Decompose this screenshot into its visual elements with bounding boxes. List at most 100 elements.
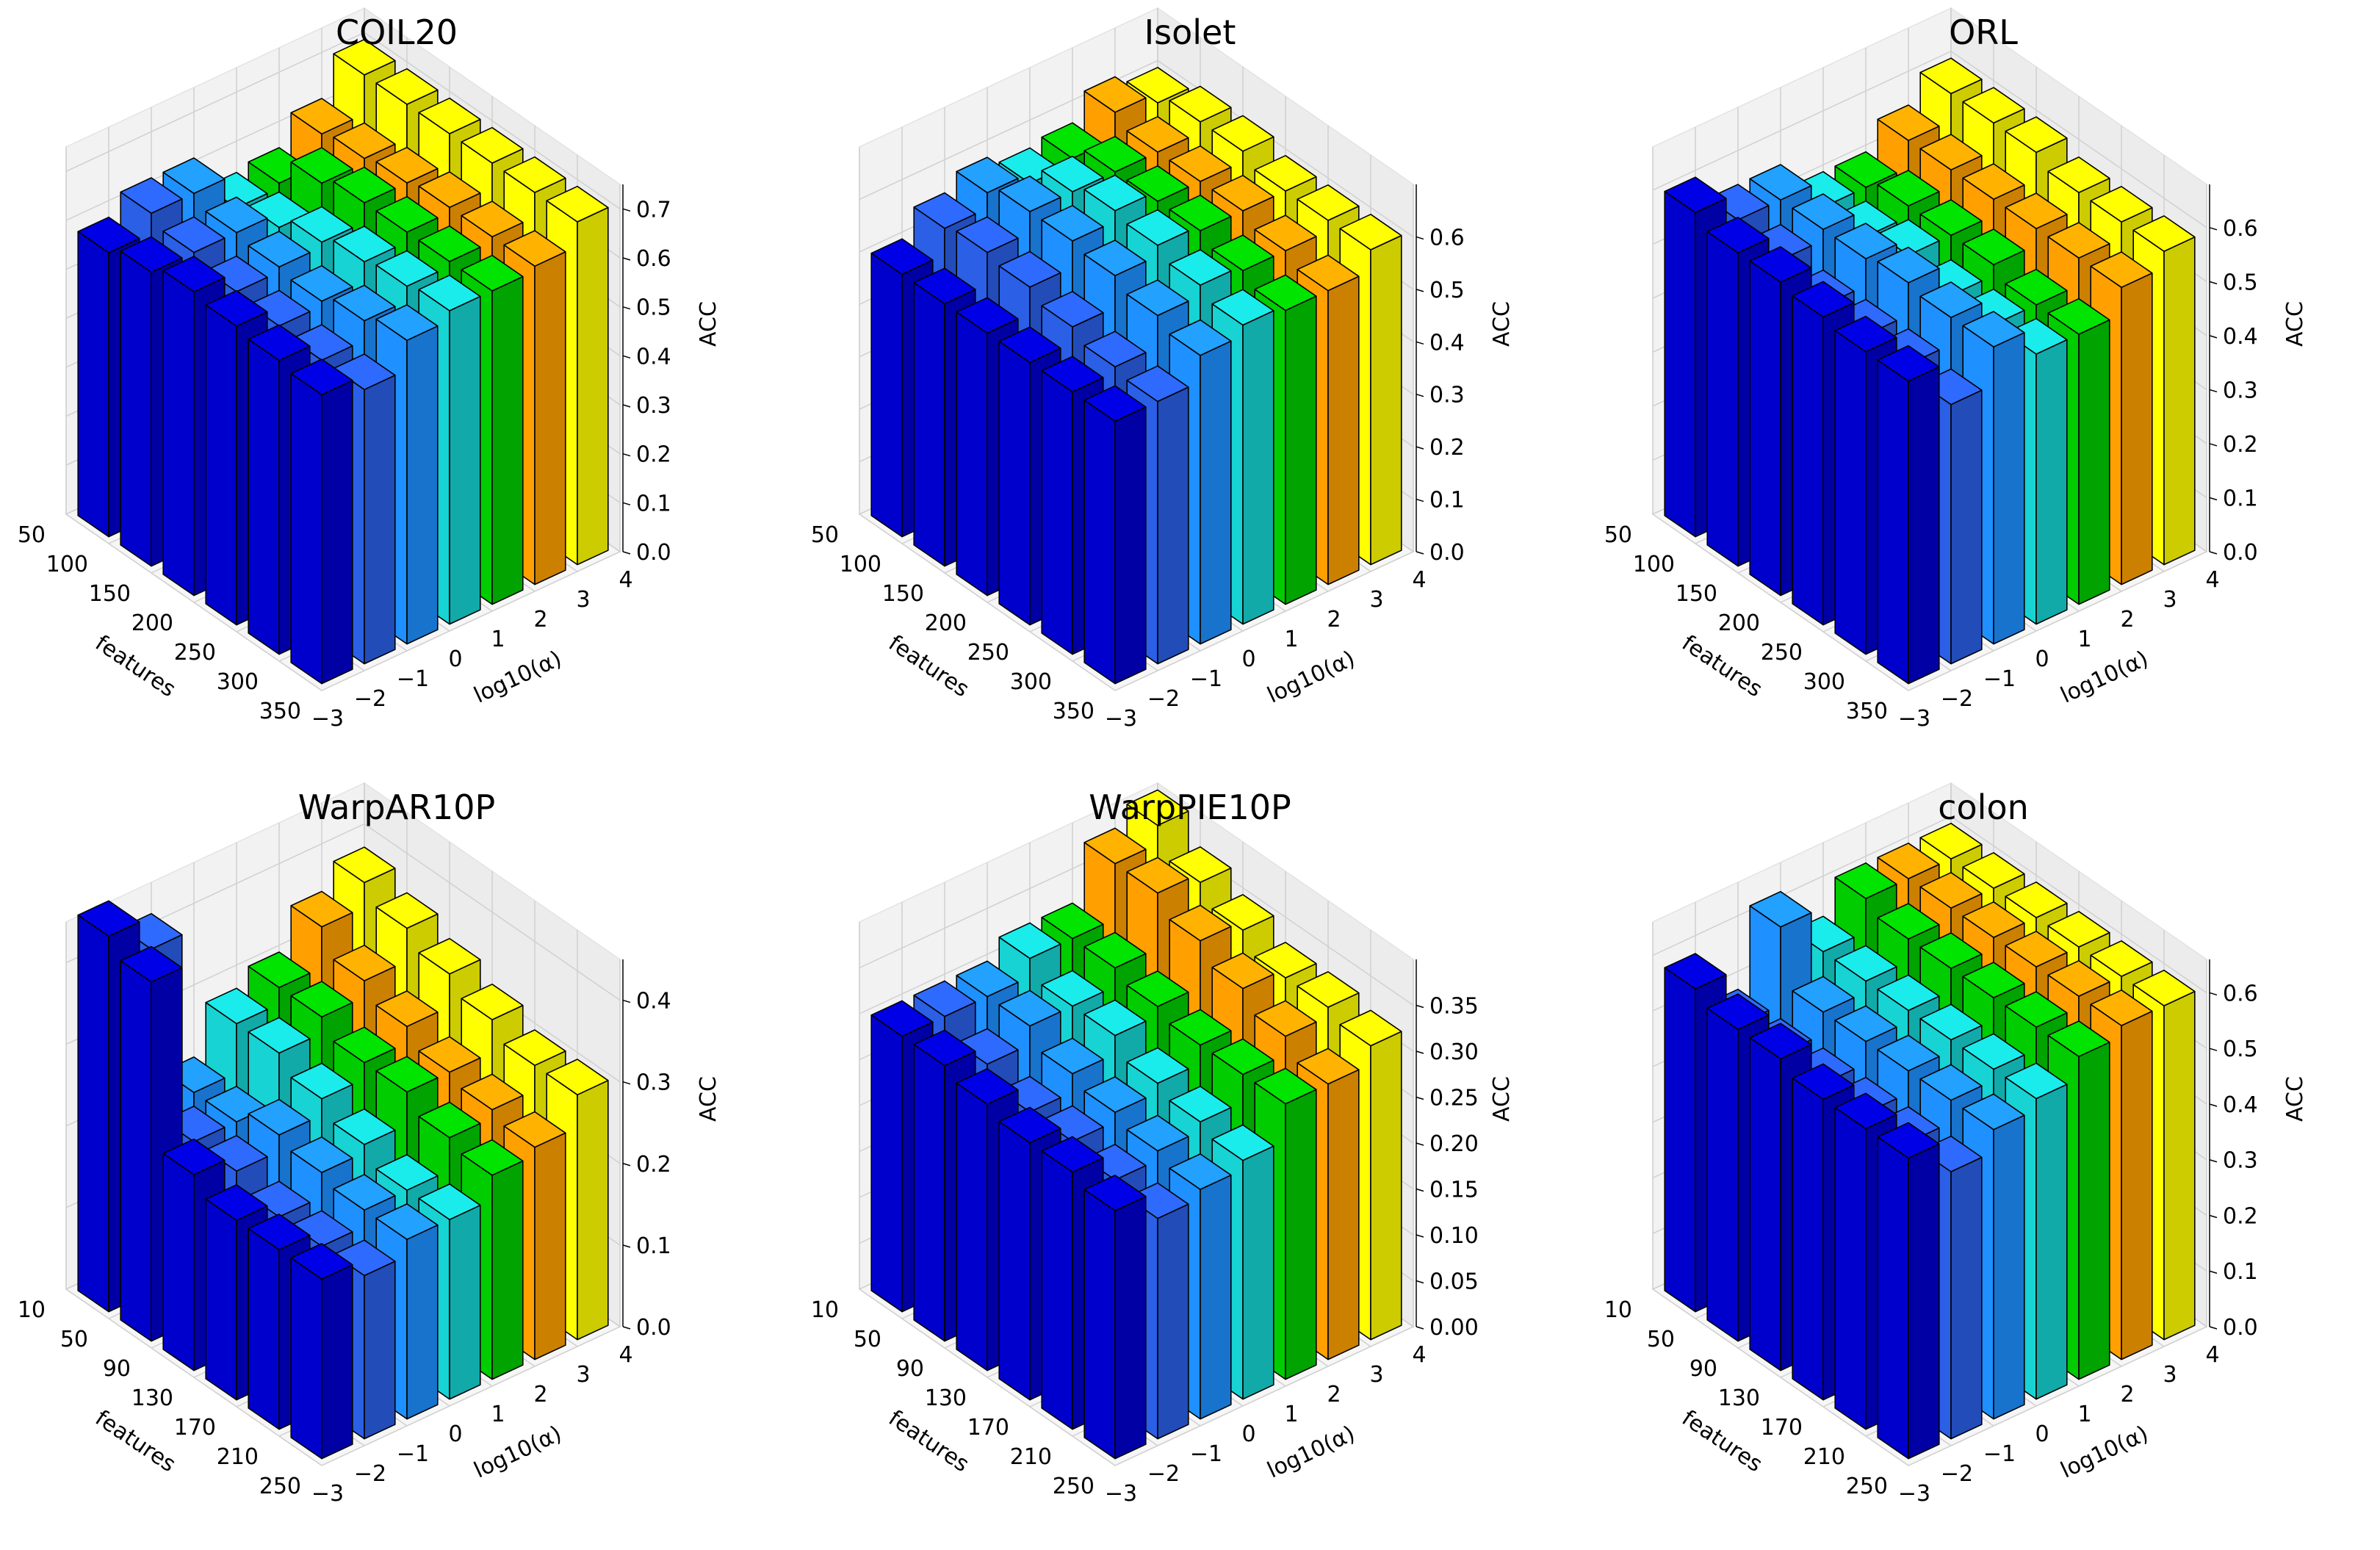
z-tick-mark bbox=[1416, 393, 1424, 397]
y-tick-label: 3 bbox=[576, 587, 590, 613]
bar-face-top bbox=[956, 216, 1019, 253]
bar-face-side bbox=[491, 1160, 524, 1380]
bar-face-top bbox=[2005, 931, 2068, 967]
bar-face-top bbox=[375, 990, 439, 1028]
y-tick-label: −3 bbox=[311, 1481, 344, 1507]
bar-face-top bbox=[77, 900, 140, 937]
bar--3-210 bbox=[290, 1243, 353, 1460]
bar-face-top bbox=[2005, 882, 2068, 918]
y-tick-label: 2 bbox=[533, 1382, 547, 1407]
bar-face-side bbox=[1157, 386, 1189, 665]
bar-face-top bbox=[1962, 962, 2025, 999]
bar-face-front bbox=[998, 340, 1031, 626]
z-tick-mark bbox=[1416, 1234, 1424, 1238]
bar-face-top bbox=[1126, 209, 1189, 246]
bar-face-top bbox=[1749, 246, 1812, 283]
y-tick-label: 4 bbox=[619, 1342, 632, 1368]
bar-face-top bbox=[290, 324, 353, 361]
bar-face-top bbox=[1083, 174, 1147, 212]
bar-face-top bbox=[461, 254, 524, 292]
bar-face-front bbox=[1834, 1106, 1867, 1430]
z-axis-label: ACC bbox=[1489, 1076, 1515, 1122]
bar-face-top bbox=[1962, 1093, 2025, 1131]
bar-face-top bbox=[998, 176, 1061, 212]
bar-face-top bbox=[333, 284, 396, 322]
z-tick-label: 0.00 bbox=[1429, 1315, 1479, 1341]
y-tick-label: −2 bbox=[354, 686, 386, 712]
bar-face-front bbox=[1664, 190, 1696, 538]
bar-face-top bbox=[1126, 970, 1189, 1007]
z-tick-mark bbox=[1416, 1142, 1424, 1146]
bar-face-top bbox=[2005, 268, 2068, 306]
bar-face-side bbox=[1285, 1089, 1317, 1380]
bar-face-top bbox=[248, 1098, 311, 1136]
y-tick-label: 0 bbox=[448, 1421, 462, 1447]
y-axis-label: log10(α) bbox=[1263, 646, 1359, 708]
bar-face-top bbox=[162, 1138, 226, 1175]
z-tick-label: 0.30 bbox=[1429, 1039, 1479, 1065]
z-tick-label: 0.2 bbox=[1429, 435, 1465, 461]
bar-face-top bbox=[870, 1000, 934, 1037]
bar-face-top bbox=[2090, 251, 2153, 289]
bar-face-top bbox=[1706, 217, 1770, 253]
z-tick-mark bbox=[1416, 289, 1424, 292]
chart-svg: WarpAR10P105090130170210250features−3−2−… bbox=[18, 782, 721, 1507]
bar-face-top bbox=[1877, 219, 1940, 256]
bar-face-top bbox=[248, 231, 311, 268]
bar-face-top bbox=[1169, 319, 1232, 356]
x-tick-label: 250 bbox=[259, 1474, 301, 1499]
x-tick-label: 250 bbox=[1053, 1474, 1095, 1499]
y-tick-label: 4 bbox=[2205, 567, 2219, 593]
y-tick-label: 1 bbox=[2077, 627, 2091, 652]
bar-face-top bbox=[2047, 1020, 2110, 1058]
bar-face-side bbox=[1114, 1195, 1147, 1460]
bar-face-side bbox=[2121, 272, 2153, 585]
bar-face-top bbox=[1792, 1063, 1855, 1100]
bar-face-top bbox=[1169, 145, 1232, 182]
bar-face-top bbox=[1297, 1048, 1360, 1085]
bar-face-top bbox=[2047, 156, 2110, 193]
bars bbox=[1664, 57, 2196, 685]
bar-face-top bbox=[290, 1210, 353, 1247]
bar-face-top bbox=[290, 1136, 353, 1173]
bar-face-top bbox=[1126, 165, 1189, 202]
bar-face-side bbox=[534, 250, 566, 585]
bar-face-side bbox=[2163, 990, 2196, 1341]
bar-face-front bbox=[290, 372, 322, 685]
bars bbox=[870, 789, 1402, 1460]
z-tick-label: 0.1 bbox=[2223, 486, 2258, 512]
bar-face-top bbox=[1083, 1076, 1147, 1113]
bar-face-top bbox=[461, 983, 524, 1020]
bar-face-side bbox=[1950, 389, 1983, 665]
bar-face-top bbox=[162, 157, 226, 195]
x-tick-label: 90 bbox=[896, 1356, 924, 1382]
z-axis-label: ACC bbox=[1489, 301, 1515, 347]
z-tick-mark bbox=[1416, 498, 1424, 502]
bar-face-side bbox=[1993, 1114, 2025, 1420]
z-tick-label: 0.2 bbox=[636, 1152, 671, 1178]
z-tick-label: 0.1 bbox=[2223, 1259, 2258, 1285]
x-tick-label: 300 bbox=[217, 669, 259, 695]
y-tick-label: 2 bbox=[1327, 1382, 1341, 1407]
bar--1-300 bbox=[1169, 319, 1232, 645]
bar-face-front bbox=[1083, 1189, 1116, 1460]
bar-face-side bbox=[1327, 275, 1360, 585]
y-tick-label: 2 bbox=[533, 607, 547, 632]
bar-face-top bbox=[1919, 872, 1983, 909]
bar-face-top bbox=[1126, 116, 1189, 153]
bar-face-top bbox=[503, 230, 566, 267]
y-axis-label: log10(α) bbox=[2057, 1421, 2152, 1483]
z-tick-label: 0.2 bbox=[636, 442, 671, 468]
bar-face-top bbox=[1126, 857, 1189, 894]
x-tick-label: 90 bbox=[103, 1356, 131, 1382]
bar-face-side bbox=[449, 1204, 481, 1400]
chart-panel-warppie10p: WarpPIE10P 10 50 90 130 170 210 250 features −3 −2… bbox=[793, 775, 1587, 1550]
bar-face-top bbox=[1083, 331, 1147, 368]
bar-face-top bbox=[1919, 1064, 1983, 1101]
x-tick-label: 50 bbox=[60, 1327, 88, 1352]
z-tick-label: 0.4 bbox=[2223, 324, 2258, 350]
bar-face-side bbox=[1242, 1145, 1274, 1400]
bar-face-top bbox=[1083, 385, 1147, 422]
